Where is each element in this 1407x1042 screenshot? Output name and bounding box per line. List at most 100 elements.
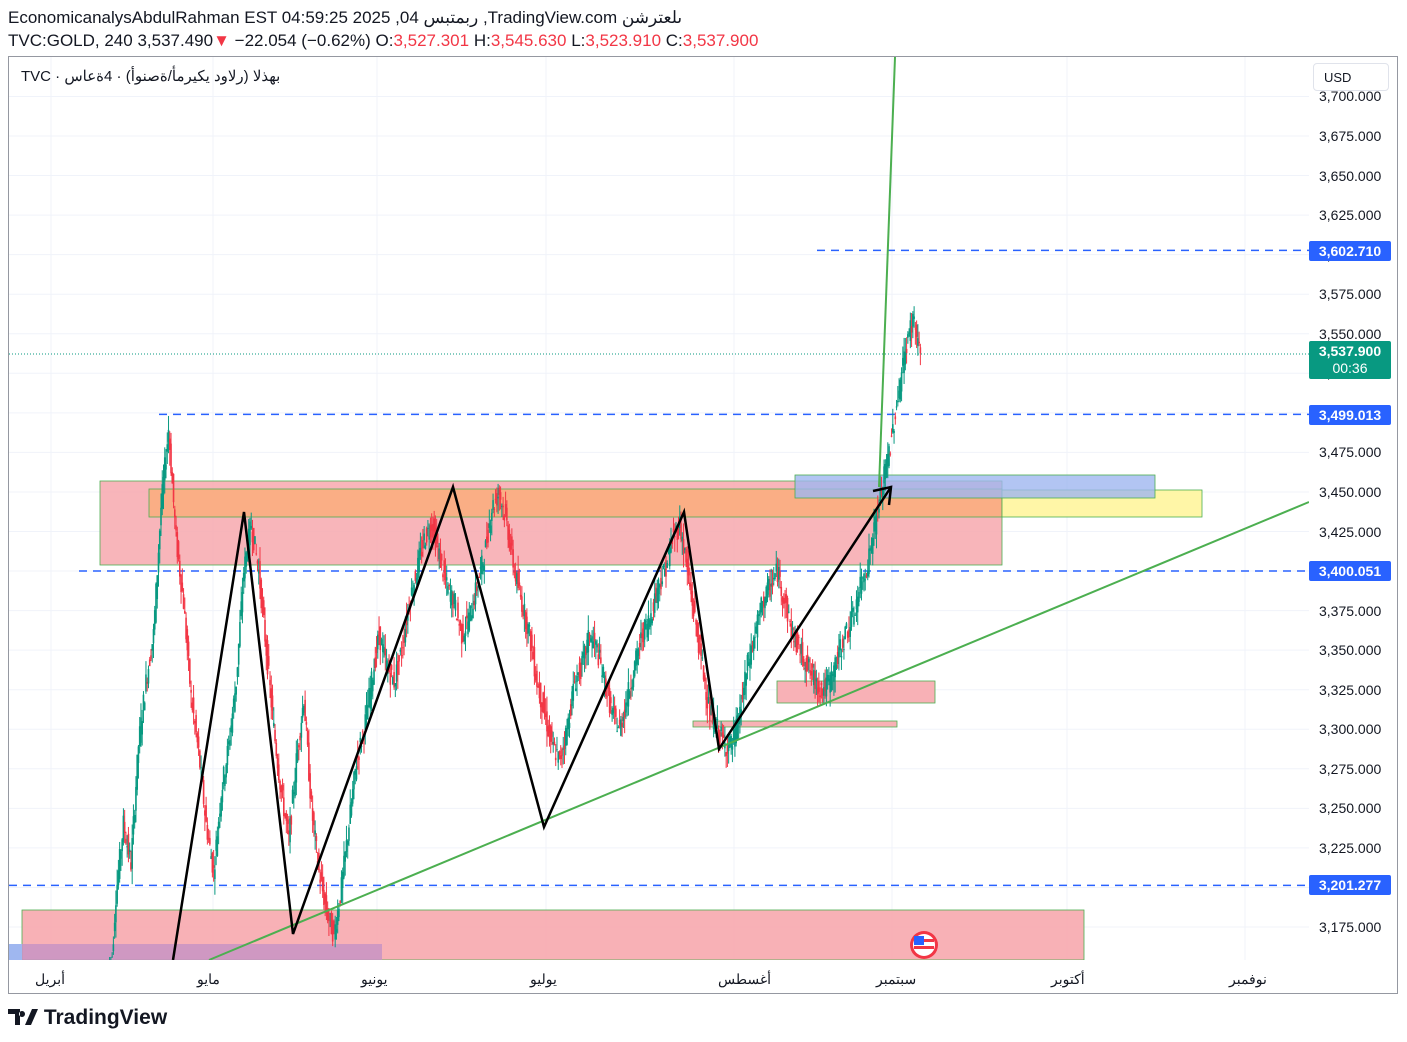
candle-body [838,647,840,658]
candle-body [739,706,741,723]
candle-body [648,619,651,627]
candle-body [275,742,278,756]
candle-body [903,351,905,374]
candle-body [464,631,467,636]
candle-body [547,726,550,737]
levels [9,249,1309,887]
candle-body [645,621,647,623]
candle-body [108,992,111,993]
trendline-support [208,501,1310,961]
candle-body [573,681,576,683]
candle-body [189,659,191,684]
candle-body [262,600,265,616]
candle-body [861,577,864,579]
candle-body [405,617,408,626]
close-value: 3,537.900 [682,31,759,50]
candle-body [702,665,705,680]
candle-body [683,548,686,551]
candle-body [404,629,407,643]
candle-body [324,893,326,904]
chart-legend: TVC · بهذلا (رلاود يكيرمأ/ةصنوأ) · 4ةعاس [21,68,281,85]
candle-body [529,631,532,651]
candle-body [166,444,169,452]
candle-body [111,956,113,958]
trendline-steep [878,57,896,488]
candle-body [839,639,841,651]
candle-body [640,632,642,639]
candle-body [727,744,730,752]
candle-body [542,692,544,712]
candle-body [205,805,207,822]
candle-body [487,529,489,543]
candle-body [300,722,303,738]
candle-body [222,766,225,784]
candle-body [633,661,636,677]
candle-body [691,590,694,606]
candle-body [808,658,810,663]
candle-body [235,686,237,695]
candle-body [448,585,451,587]
candle-body [650,613,652,625]
candle-body [904,351,907,365]
candle-body [150,655,152,660]
tv-logo-text: TradingView [43,1006,168,1029]
candle-body [173,509,176,518]
candle-body [912,313,914,327]
candle-body [705,691,707,700]
candle-body [844,626,846,640]
currency-button[interactable]: USD [1313,63,1389,91]
candle-body [132,816,135,835]
candle-body [295,753,298,783]
candle-body [361,731,364,733]
tradingview-logo[interactable]: TradingView [8,1006,167,1030]
candle-body [364,714,367,730]
high-value: 3,545.630 [490,31,567,50]
candle-body [632,678,635,688]
candle-body [299,736,301,741]
candle-body [410,587,413,596]
y-tick-label: 3,475.000 [1319,444,1382,461]
candle-body [259,561,261,589]
candle-body [256,560,259,564]
candle-body [477,586,479,588]
candle-body [333,920,335,930]
candle-body [355,766,358,780]
candle-body [831,673,834,676]
price-chart[interactable] [9,57,1398,994]
candle-body [652,602,655,611]
candle-body [908,332,910,334]
candle-body [514,570,517,582]
candle-body [444,572,447,580]
candle-body [394,683,397,687]
candle-body [690,584,692,595]
candle-body [623,709,626,718]
candle-body [225,764,227,778]
candle-body [704,675,706,682]
candle-body [583,645,586,659]
candle-body [202,779,205,804]
candle-body [918,341,920,344]
candle-body [137,746,140,763]
symbol-name: TVC:GOLD, 240 [8,31,133,50]
candle-body [293,792,295,795]
candle-body [468,612,471,631]
candle-body [791,628,794,630]
candle-body [123,821,126,833]
candle-body [517,571,519,588]
candle-body [735,718,737,744]
candle-body [227,741,230,745]
candle-body [494,498,497,500]
candle-body [378,631,380,636]
candle-body [516,573,518,585]
candle-body [286,819,289,824]
candle-body [894,416,897,420]
candle-body [626,702,628,706]
candle-body [898,390,900,399]
candle-body [528,624,531,627]
candle-body [870,547,873,549]
candle-body [257,569,260,574]
candle-body [433,518,435,532]
candle-body [326,908,329,921]
chart-frame[interactable]: 3,175.0003,200.0003,225.0003,250.0003,27… [8,56,1398,994]
candle-body [776,572,779,583]
